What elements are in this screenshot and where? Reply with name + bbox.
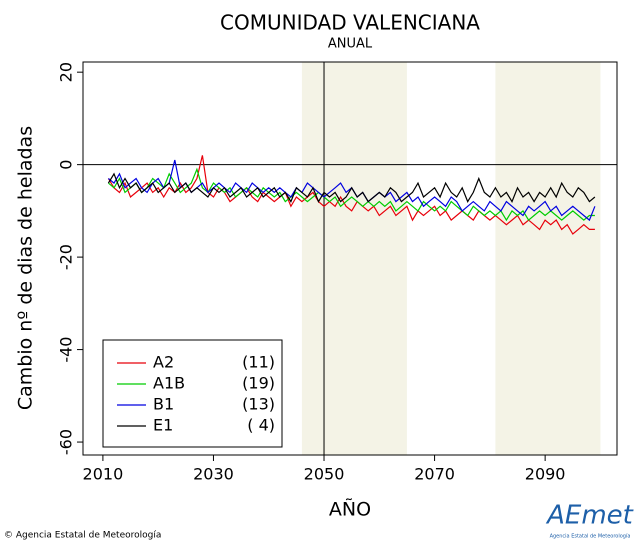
x-tick-label: 2050 — [304, 465, 345, 484]
chart-subtitle: ANUAL — [328, 37, 373, 52]
chart-title: COMUNIDAD VALENCIANA — [220, 11, 480, 35]
y-tick-label: 20 — [57, 62, 76, 82]
shaded-period — [301, 62, 407, 455]
x-tick-label: 2030 — [193, 465, 234, 484]
y-axis-label: Cambio nº de dias de heladas — [15, 126, 37, 410]
x-axis-label: AÑO — [329, 498, 371, 521]
x-tick-label: 2010 — [83, 465, 124, 484]
legend-count: ( 4) — [247, 416, 275, 435]
logo: AEmet — [545, 501, 634, 531]
shaded-period — [495, 62, 601, 455]
legend-label: E1 — [153, 416, 173, 435]
legend-count: (11) — [242, 353, 275, 372]
y-tick-label: -20 — [57, 244, 76, 270]
series-line — [108, 167, 595, 222]
plot-area: 2010 2030 2050 2070 2090 -60 -40 -20 0 20 A2 (11) A1… — [57, 61, 618, 484]
y-tick-label: -40 — [57, 337, 76, 363]
legend-label: A2 — [153, 353, 174, 372]
y-tick-label: -60 — [57, 429, 76, 455]
x-tick-label: 2090 — [525, 465, 566, 484]
legend-box — [102, 339, 283, 448]
legend-label: B1 — [153, 395, 174, 414]
x-tick-label: 2070 — [414, 465, 455, 484]
copyright: © Agencia Estatal de Meteorología — [4, 531, 161, 541]
plot-frame — [82, 61, 618, 456]
y-tick-label: 0 — [57, 160, 76, 170]
logo-caption: Agencia Estatal de Meteorología — [550, 533, 631, 540]
legend-count: (19) — [242, 374, 275, 393]
legend-label: A1B — [153, 374, 185, 393]
legend-count: (13) — [242, 395, 275, 414]
legend: A2 (11) A1B (19) B1 (13) E1 ( 4) — [102, 339, 283, 448]
series-line — [107, 172, 596, 203]
